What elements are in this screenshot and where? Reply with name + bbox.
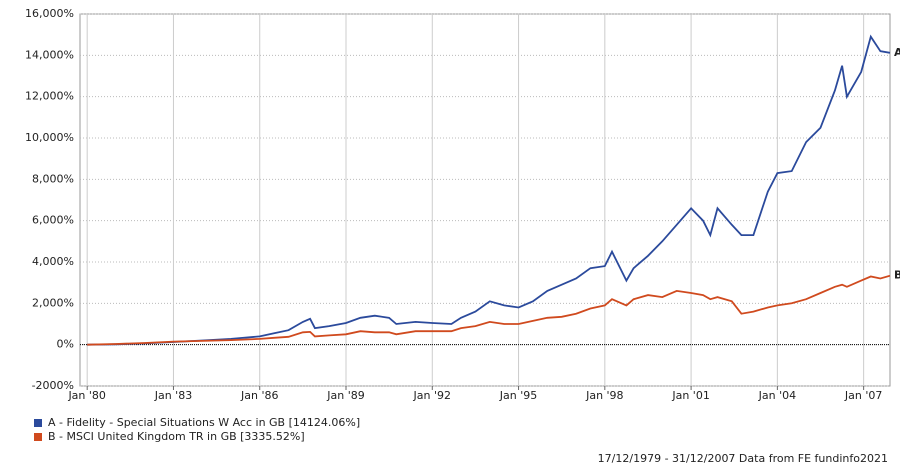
end-label: A <box>894 46 900 59</box>
y-tick-label: 10,000% <box>25 131 74 144</box>
series-line <box>87 34 891 346</box>
plot-area <box>79 13 891 387</box>
legend-label: A - Fidelity - Special Situations W Acc … <box>48 416 360 429</box>
x-tick-label: Jan '83 <box>154 389 192 402</box>
x-tick-label: Jan '92 <box>413 389 451 402</box>
y-tick-label: 8,000% <box>32 172 74 185</box>
x-tick-label: Jan '95 <box>499 389 537 402</box>
x-tick-label: Jan '89 <box>326 389 364 402</box>
y-tick-label: 0% <box>57 338 74 351</box>
x-tick-label: Jan '07 <box>844 389 882 402</box>
y-tick-label: 12,000% <box>25 90 74 103</box>
series-line <box>87 274 891 346</box>
footer: 17/12/1979 - 31/12/2007 Data from FE fun… <box>598 452 888 465</box>
y-tick-label: -2000% <box>32 379 74 392</box>
y-tick-label: 4,000% <box>32 255 74 268</box>
x-tick-label: Jan '04 <box>758 389 796 402</box>
x-tick-label: Jan '80 <box>67 389 105 402</box>
x-tick-label: Jan '98 <box>585 389 623 402</box>
x-tick-label: Jan '01 <box>671 389 709 402</box>
legend-swatch <box>34 419 42 427</box>
y-tick-label: 16,000% <box>25 7 74 20</box>
legend-swatch <box>34 433 42 441</box>
x-tick-label: Jan '86 <box>240 389 278 402</box>
y-tick-label: 2,000% <box>32 296 74 309</box>
end-label: B <box>894 269 900 282</box>
y-tick-label: 6,000% <box>32 214 74 227</box>
legend-label: B - MSCI United Kingdom TR in GB [3335.5… <box>48 430 305 443</box>
y-tick-label: 14,000% <box>25 48 74 61</box>
